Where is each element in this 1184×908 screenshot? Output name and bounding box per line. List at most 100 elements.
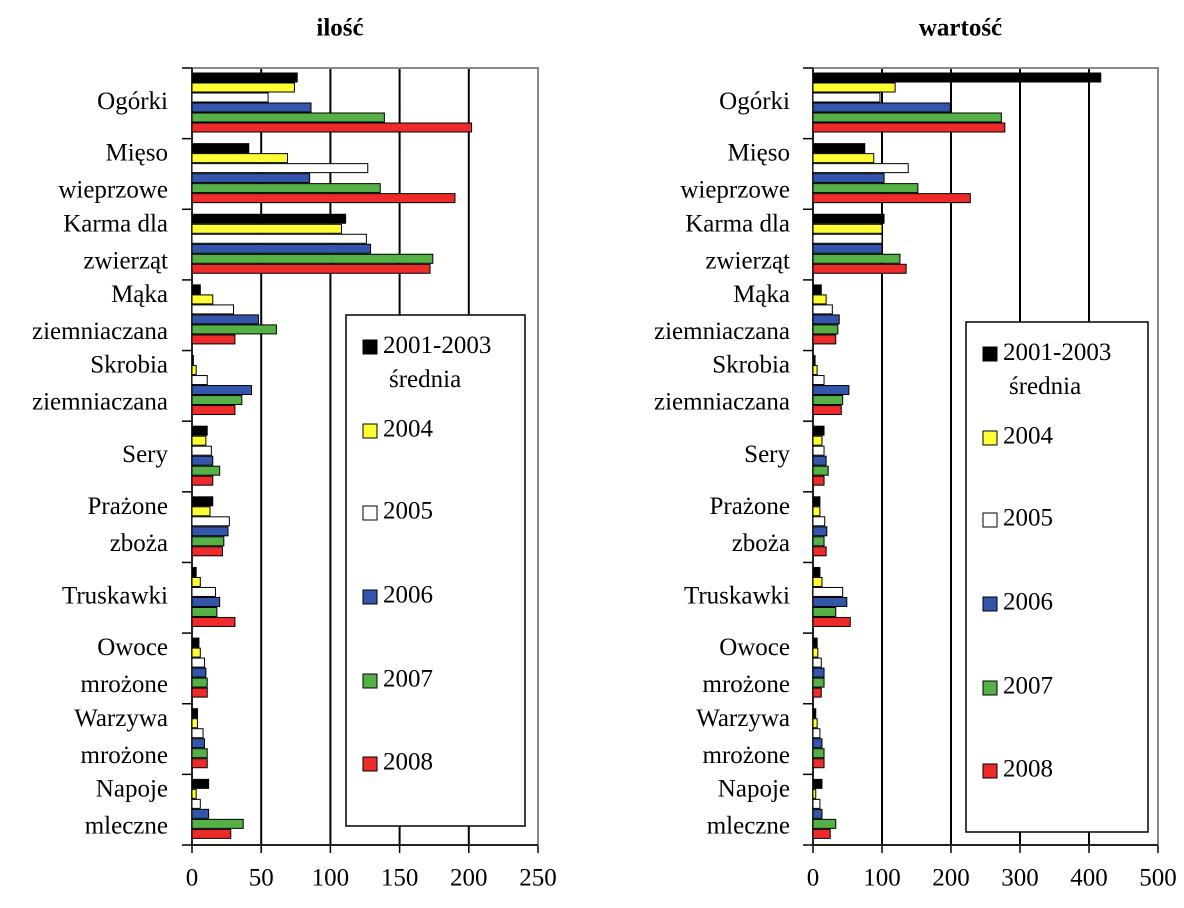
bar <box>812 818 837 829</box>
bar <box>812 263 907 274</box>
bar <box>812 223 883 234</box>
bar <box>191 284 201 295</box>
y-tick-label: mrożone <box>703 742 790 769</box>
bar <box>191 465 221 476</box>
y-tick-label: Mąka <box>733 281 790 308</box>
bar <box>191 263 431 274</box>
y-tick-label: zwierząt <box>83 247 168 274</box>
bar <box>812 748 825 759</box>
bar <box>191 445 212 456</box>
bar <box>191 243 372 254</box>
y-tick-label: ziemniaczana <box>32 389 168 416</box>
bar <box>812 435 823 446</box>
bar <box>191 516 230 527</box>
legend-label: 2006 <box>383 582 433 609</box>
y-tick-label: Sery <box>744 441 790 468</box>
bar <box>191 102 312 113</box>
bar <box>191 818 244 829</box>
bar <box>191 758 208 769</box>
bar <box>191 425 208 436</box>
bar <box>812 606 837 617</box>
bar <box>812 72 1102 83</box>
legend-swatch <box>982 680 998 696</box>
bar <box>812 788 817 799</box>
bar <box>812 385 850 396</box>
y-tick-label: wieprzowe <box>58 177 168 204</box>
bar <box>812 233 883 244</box>
bar <box>191 728 204 739</box>
bar <box>191 304 235 315</box>
legend-label: 2004 <box>1003 423 1054 450</box>
bar <box>812 738 823 749</box>
bar <box>191 375 208 386</box>
bar <box>191 455 214 466</box>
bar <box>812 455 827 466</box>
bar <box>191 586 217 597</box>
bar <box>191 92 269 103</box>
bar <box>191 828 232 839</box>
bar <box>191 506 211 517</box>
bar <box>812 708 817 719</box>
bar <box>812 718 818 729</box>
bar <box>812 506 821 517</box>
y-tick-label: Sery <box>122 441 168 468</box>
x-tick-label: 0 <box>186 865 199 892</box>
legend-swatch <box>362 673 378 689</box>
bar <box>812 334 837 345</box>
legend-swatch <box>982 512 998 528</box>
bar <box>191 334 236 345</box>
legend-label: 2007 <box>1003 673 1053 700</box>
bar <box>191 647 201 658</box>
bar <box>191 606 218 617</box>
bar <box>812 314 840 325</box>
bar <box>812 294 827 305</box>
x-tick-label: 100 <box>312 865 350 892</box>
bar <box>191 475 214 486</box>
y-tick-label: Prażone <box>87 493 168 520</box>
y-tick-label: ziemniaczana <box>654 389 790 416</box>
x-tick-label: 300 <box>1001 865 1039 892</box>
bar <box>812 143 866 154</box>
bar <box>191 748 208 759</box>
bar <box>191 314 259 325</box>
legend-swatch <box>362 589 378 605</box>
legend-label: 2001-2003 średnia <box>1003 339 1111 400</box>
bar <box>812 798 821 809</box>
x-tick-label: 500 <box>1139 865 1177 892</box>
bar <box>812 102 951 113</box>
bar <box>812 284 822 295</box>
bar <box>812 657 822 668</box>
legend-label: 2007 <box>383 666 433 693</box>
y-tick-label: zboża <box>110 530 168 557</box>
legend-label: 2006 <box>1003 589 1053 616</box>
legend-box <box>965 321 1149 833</box>
bar <box>191 596 221 607</box>
y-tick-label: Skrobia <box>712 352 790 379</box>
bar <box>191 778 210 789</box>
bar <box>812 92 881 103</box>
bar <box>191 526 229 537</box>
bar <box>812 213 885 224</box>
x-tick-label: 250 <box>519 865 557 892</box>
bar <box>812 365 818 376</box>
bar <box>812 375 825 386</box>
bar <box>191 213 347 224</box>
y-tick-label: zboża <box>732 530 790 557</box>
y-tick-label: Napoje <box>718 775 790 802</box>
bar <box>191 294 214 305</box>
bar <box>812 425 825 436</box>
y-tick-label: Owoce <box>97 634 168 661</box>
bar <box>812 304 833 315</box>
y-tick-label: Karma dla <box>63 210 168 237</box>
bar <box>812 576 823 587</box>
legend-swatch <box>982 430 998 446</box>
bar <box>812 243 883 254</box>
x-tick-label: 200 <box>450 865 488 892</box>
y-tick-label: wieprzowe <box>680 177 790 204</box>
bar <box>812 808 823 819</box>
y-tick-label: Ogórki <box>97 88 168 115</box>
bar <box>191 143 250 154</box>
legend-swatch <box>362 423 378 439</box>
y-tick-label: mrożone <box>81 742 168 769</box>
